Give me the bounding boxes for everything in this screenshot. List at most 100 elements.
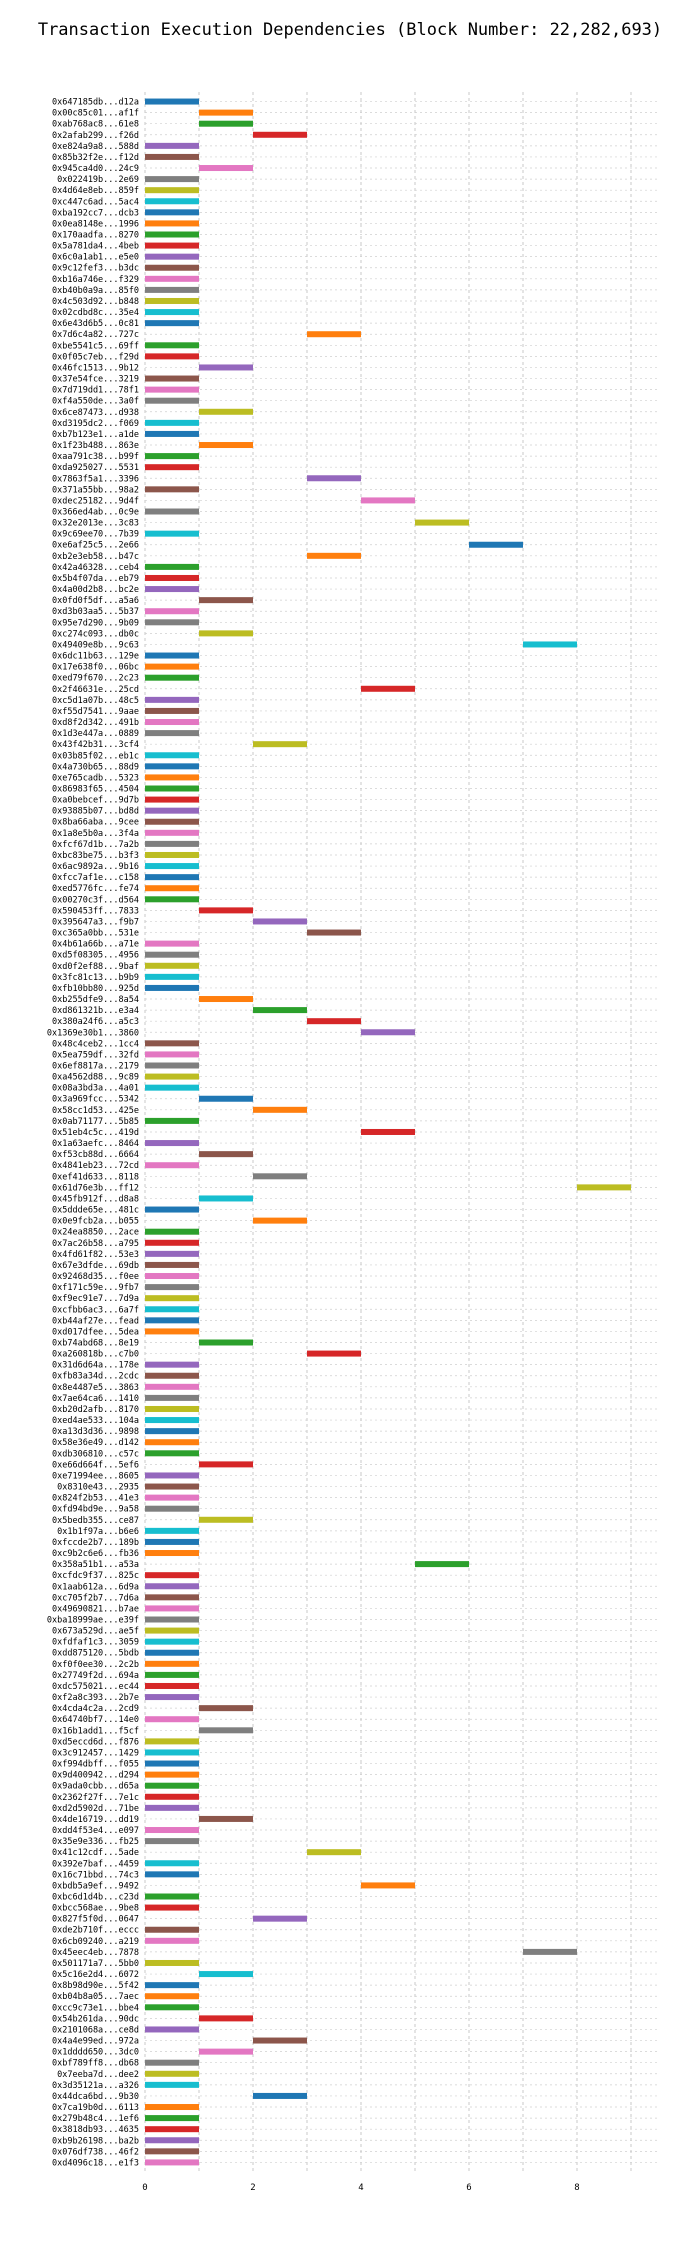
y-tick-label: 0xfdfaf1c3...3059 [52, 1638, 139, 1648]
transaction-bar [145, 2115, 199, 2122]
y-tick-label: 0x2362f27f...7e1c [52, 1793, 139, 1803]
transaction-bar [145, 1317, 199, 1324]
y-tick-label: 0x7ca19b0d...6113 [52, 2103, 139, 2113]
y-tick-label: 0x32e2013e...3c83 [52, 519, 139, 529]
transaction-bar [145, 1594, 199, 1601]
y-tick-label: 0x395647a3...f9b7 [52, 917, 139, 927]
transaction-bar [145, 1550, 199, 1557]
y-tick-label: 0xdec25182...9d4f [52, 496, 139, 506]
y-tick-label: 0x7eeba7d...dee2 [57, 2070, 139, 2080]
transaction-bar [145, 1051, 199, 1058]
transaction-bar [307, 1849, 361, 1856]
transaction-bar [145, 1682, 199, 1689]
transaction-bar [145, 1660, 199, 1667]
y-tick-label: 0xc365a0bb...531e [52, 929, 139, 939]
transaction-bar [145, 2004, 199, 2011]
y-tick-label: 0x5c16e2d4...6072 [52, 1970, 139, 1980]
transaction-bar [145, 973, 199, 980]
y-tick-label: 0x86983f65...4504 [52, 785, 139, 795]
y-tick-label: 0x16c71bbd...74c3 [52, 1870, 139, 1880]
transaction-bar [199, 1705, 253, 1712]
transaction-bar [145, 453, 199, 460]
transaction-bar [361, 1128, 415, 1135]
transaction-bar [145, 1749, 199, 1756]
transaction-bar [199, 165, 253, 172]
y-tick-label: 0xb16a746e...f329 [52, 275, 139, 285]
transaction-bar [145, 1638, 199, 1645]
y-tick-label: 0x501171a7...5bb0 [52, 1959, 139, 1969]
transaction-bar [199, 1095, 253, 1102]
y-tick-label: 0x6c0a1ab1...e5e0 [52, 253, 139, 263]
y-tick-label: 0x43f42b31...3cf4 [52, 740, 139, 750]
y-tick-label: 0xa4562d88...9c89 [52, 1073, 139, 1083]
y-tick-label: 0xbe5541c5...69ff [52, 341, 139, 351]
transaction-bar [253, 1106, 307, 1113]
y-tick-label: 0xe6af25c5...2e66 [52, 541, 139, 551]
transaction-bar [145, 1893, 199, 1900]
y-tick-label: 0xf0f0ee30...2c2b [52, 1660, 139, 1670]
y-tick-label: 0x371a55bb...98a2 [52, 485, 139, 495]
y-tick-label: 0xb04b8a05...7aec [52, 1992, 139, 2002]
y-tick-label: 0xd3b03aa5...5b37 [52, 607, 139, 617]
transaction-bar [145, 2070, 199, 2077]
y-tick-label: 0xed4ae533...104a [52, 1416, 139, 1426]
y-tick-label: 0xc447c6ad...5ac4 [52, 197, 139, 207]
y-tick-label: 0x9d400942...d294 [52, 1771, 139, 1781]
y-tick-label: 0x4cda4c2a...2cd9 [52, 1704, 139, 1714]
y-tick-label: 0x6e43d6b5...0c81 [52, 319, 139, 329]
y-tick-label: 0x380a24f6...a5c3 [52, 1017, 139, 1027]
y-tick-label: 0xa13d3d36...9898 [52, 1427, 139, 1437]
transaction-bar [145, 320, 199, 327]
transaction-bar [145, 1926, 199, 1933]
y-tick-label: 0xef41d633...8118 [52, 1172, 139, 1182]
transaction-bar [145, 874, 199, 881]
transaction-bar [199, 120, 253, 127]
transaction-bar [577, 1184, 631, 1191]
y-tick-label: 0xc705f2b7...7d6a [52, 1593, 139, 1603]
y-tick-label: 0x4c503d92...b848 [52, 297, 139, 307]
transaction-bar [253, 131, 307, 138]
transaction-bar [145, 430, 199, 437]
transaction-bar [145, 796, 199, 803]
transaction-bar [145, 242, 199, 249]
transaction-bar [145, 1904, 199, 1911]
transaction-bar [145, 1494, 199, 1501]
y-tick-label: 0x8b98d90e...5f42 [52, 1981, 139, 1991]
y-tick-label: 0x51eb4c5c...419d [52, 1128, 139, 1138]
transaction-bar [145, 1239, 199, 1246]
y-tick-label: 0x46fc1513...9b12 [52, 363, 139, 373]
y-tick-label: 0xa260818b...c7b0 [52, 1350, 139, 1360]
y-tick-label: 0x8310e43...2935 [57, 1483, 139, 1493]
transaction-bar [199, 1195, 253, 1202]
transaction-bar [199, 364, 253, 371]
transaction-bar [145, 1871, 199, 1878]
y-tick-label: 0x7ae64ca6...1410 [52, 1394, 139, 1404]
transaction-bar [199, 2015, 253, 2022]
transaction-bar [145, 1405, 199, 1412]
x-tick-label: 2 [250, 2183, 255, 2193]
transaction-bar [145, 1694, 199, 1701]
y-tick-label: 0x6dc11b63...129e [52, 652, 139, 662]
y-tick-label: 0xb74abd68...8e19 [52, 1339, 139, 1349]
transaction-bar [145, 2104, 199, 2111]
y-tick-label: 0xba18999ae...e39f [47, 1616, 139, 1626]
transaction-bar [145, 231, 199, 238]
transaction-bar [145, 1073, 199, 1080]
y-tick-label: 0x95e7d290...9b09 [52, 618, 139, 628]
transaction-bar [307, 331, 361, 338]
y-tick-label: 0xda925027...5531 [52, 463, 139, 473]
transaction-bar [415, 1561, 469, 1568]
transaction-bar [361, 1029, 415, 1036]
y-tick-label: 0x1f23b488...863e [52, 441, 139, 451]
transaction-bar [145, 1937, 199, 1944]
y-tick-label: 0xb9b26198...ba2b [52, 2136, 139, 2146]
transaction-bar [145, 885, 199, 892]
transaction-bar [145, 663, 199, 670]
transaction-bar [145, 1793, 199, 1800]
y-tick-label: 0x1dddd650...3dc0 [52, 2048, 139, 2058]
transaction-bar [523, 1948, 577, 1955]
transaction-bar [253, 1915, 307, 1922]
y-tick-label: 0xbcc568ae...9be8 [52, 1904, 139, 1914]
transaction-bar [307, 1350, 361, 1357]
